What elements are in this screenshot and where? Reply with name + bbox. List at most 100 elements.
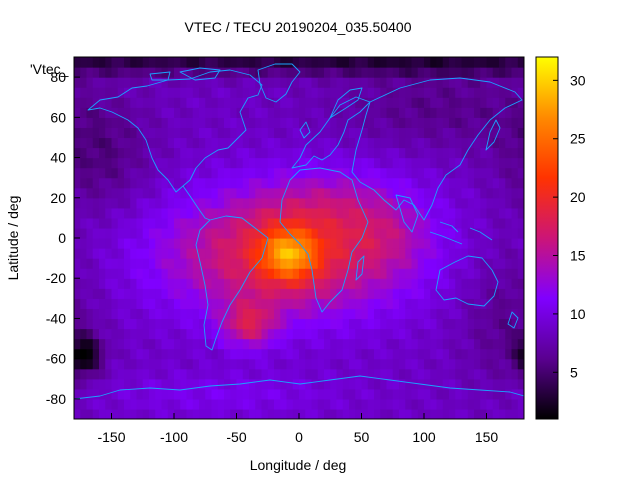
heatmap-cell	[174, 77, 181, 88]
heatmap-cell	[136, 238, 144, 249]
heatmap-cell	[474, 177, 481, 189]
heatmap-cell	[486, 157, 494, 169]
heatmap-cell	[255, 217, 263, 229]
heatmap-cell	[249, 368, 256, 380]
heatmap-cell	[386, 147, 394, 159]
heatmap-cell	[399, 268, 406, 279]
heatmap-cell	[342, 127, 350, 139]
heatmap-cell	[199, 378, 206, 390]
heatmap-cell	[261, 308, 269, 320]
heatmap-cell	[324, 187, 331, 199]
heatmap-cell	[380, 298, 388, 309]
heatmap-cell	[367, 378, 375, 390]
heatmap-cell	[74, 268, 81, 279]
heatmap-cell	[211, 378, 219, 390]
heatmap-cell	[280, 207, 288, 219]
heatmap-cell	[436, 227, 444, 239]
heatmap-cell	[80, 258, 88, 269]
heatmap-cell	[486, 378, 494, 390]
heatmap-cell	[74, 97, 81, 108]
heatmap-cell	[367, 258, 375, 269]
heatmap-cell	[117, 77, 125, 88]
heatmap-cell	[442, 298, 450, 309]
heatmap-cell	[124, 258, 131, 269]
heatmap-cell	[74, 238, 81, 249]
heatmap-cell	[155, 127, 163, 139]
heatmap-cell	[167, 107, 175, 118]
heatmap-cell	[92, 187, 100, 199]
heatmap-cell	[292, 398, 300, 410]
heatmap-cell	[192, 318, 200, 330]
heatmap-cell	[336, 97, 344, 108]
heatmap-cell	[405, 318, 413, 330]
heatmap-cell	[167, 97, 175, 108]
heatmap-cell	[474, 117, 481, 128]
heatmap-cell	[174, 378, 181, 390]
heatmap-cell	[242, 197, 250, 209]
heatmap-cell	[449, 77, 456, 88]
heatmap-cell	[167, 187, 175, 199]
heatmap-cell	[155, 358, 163, 370]
heatmap-cell	[305, 197, 313, 209]
heatmap-cell	[411, 97, 419, 108]
heatmap-cell	[261, 227, 269, 239]
heatmap-cell	[92, 258, 100, 269]
heatmap-cell	[499, 288, 506, 299]
heatmap-cell	[486, 87, 494, 98]
heatmap-cell	[336, 127, 344, 139]
heatmap-cell	[155, 217, 163, 229]
heatmap-cell	[186, 258, 194, 269]
heatmap-cell	[142, 197, 150, 209]
heatmap-cell	[249, 348, 256, 360]
heatmap-cell	[430, 328, 438, 340]
heatmap-cell	[261, 408, 269, 419]
heatmap-cell	[436, 348, 444, 360]
heatmap-cell	[117, 328, 125, 340]
heatmap-cell	[130, 378, 138, 390]
heatmap-cell	[417, 298, 425, 309]
heatmap-cell	[324, 268, 331, 279]
heatmap-cell	[267, 248, 275, 259]
heatmap-cell	[411, 268, 419, 279]
heatmap-cell	[480, 388, 488, 400]
heatmap-cell	[155, 408, 163, 419]
heatmap-cell	[480, 127, 488, 139]
heatmap-cell	[186, 288, 194, 299]
heatmap-cell	[299, 398, 306, 410]
heatmap-cell	[217, 368, 225, 380]
heatmap-cell	[386, 298, 394, 309]
heatmap-cell	[324, 278, 331, 289]
heatmap-cell	[124, 358, 131, 370]
heatmap-cell	[174, 368, 181, 380]
heatmap-cell	[99, 137, 106, 149]
heatmap-cell	[330, 318, 338, 330]
heatmap-cell	[199, 167, 206, 179]
heatmap-cell	[124, 117, 131, 128]
heatmap-cell	[367, 197, 375, 209]
heatmap-cell	[217, 197, 225, 209]
heatmap-cell	[149, 278, 156, 289]
heatmap-cell	[136, 288, 144, 299]
heatmap-cell	[249, 77, 256, 88]
heatmap-cell	[230, 348, 238, 360]
heatmap-cell	[149, 358, 156, 370]
heatmap-cell	[261, 177, 269, 189]
heatmap-cell	[499, 117, 506, 128]
heatmap-cell	[405, 217, 413, 229]
heatmap-cell	[511, 177, 519, 189]
heatmap-cell	[142, 97, 150, 108]
coastline-greenland	[257, 63, 301, 103]
heatmap-cell	[499, 248, 506, 259]
heatmap-cell	[142, 388, 150, 400]
heatmap-cell	[255, 157, 263, 169]
heatmap-cell	[505, 398, 513, 410]
heatmap-cell	[224, 288, 231, 299]
heatmap-cell	[467, 388, 475, 400]
heatmap-cell	[136, 197, 144, 209]
heatmap-cell	[480, 238, 488, 249]
heatmap-cell	[280, 137, 288, 149]
heatmap-cell	[336, 338, 344, 350]
heatmap-cell	[317, 258, 325, 269]
heatmap-cell	[149, 97, 156, 108]
